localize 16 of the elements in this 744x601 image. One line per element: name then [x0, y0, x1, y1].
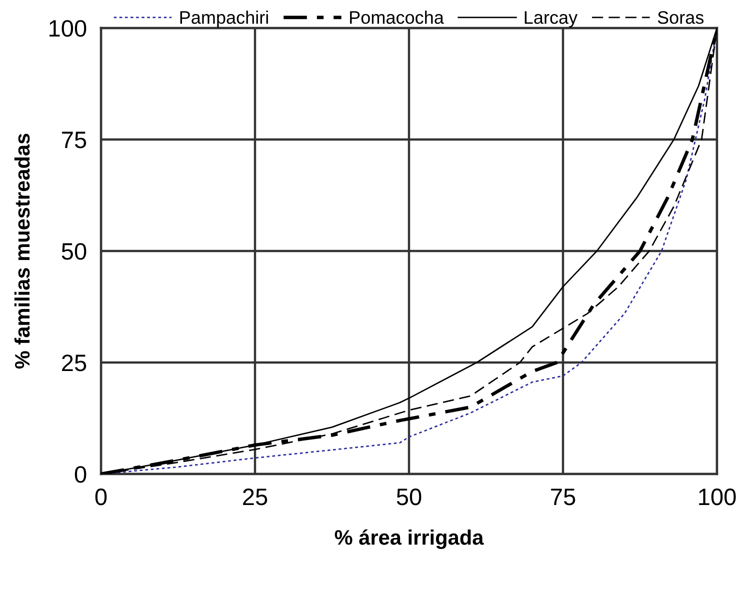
- legend-label: Soras: [658, 11, 704, 24]
- x-tick-label: 50: [396, 488, 422, 506]
- legend-label: Pomacocha: [350, 10, 444, 24]
- legend-label: Larcay: [524, 11, 578, 28]
- x-axis-title: % área irrigada: [334, 529, 484, 550]
- x-tick-label: 25: [243, 488, 268, 506]
- y-tick-label: 0: [74, 466, 86, 483]
- y-axis-title: % familias muestreadas: [14, 134, 30, 369]
- x-tick-label: 100: [699, 488, 736, 506]
- y-tick-label: 25: [62, 354, 86, 372]
- y-tick-label: 100: [50, 20, 86, 37]
- x-tick-label: 0: [95, 488, 107, 506]
- legend-label: Pampachiri: [180, 10, 268, 28]
- y-tick-label: 75: [62, 132, 86, 148]
- x-tick-label: 75: [551, 488, 576, 506]
- y-tick-label: 50: [62, 243, 86, 260]
